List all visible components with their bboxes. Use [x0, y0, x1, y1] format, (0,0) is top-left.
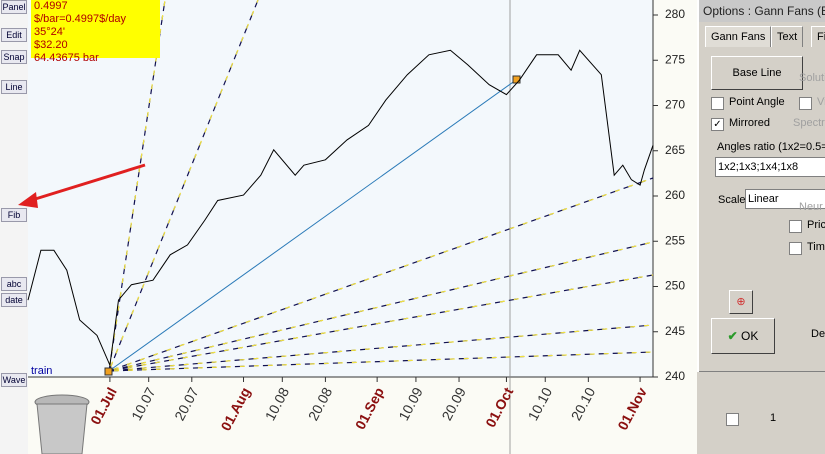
ok-button[interactable]: ✔ OK: [711, 318, 775, 354]
check-icon: ✔: [727, 329, 742, 343]
fan-handle[interactable]: [104, 367, 113, 376]
toolbar-button[interactable]: Edit: [1, 28, 27, 42]
toolbar-button[interactable]: Line: [1, 80, 27, 94]
y-tick-label: 255: [665, 233, 685, 247]
checkbox[interactable]: [789, 242, 802, 255]
base-line: [108, 79, 517, 372]
toolbar-button[interactable]: abc: [1, 277, 27, 291]
info-line: 0.4997 $/bar=0.4997$/day: [34, 0, 127, 25]
color-button[interactable]: ⊕: [729, 290, 753, 314]
checkbox[interactable]: ✓: [711, 118, 724, 131]
trash-body: [36, 403, 88, 454]
scale-select[interactable]: Linear: [745, 189, 825, 209]
trash-icon[interactable]: [34, 394, 90, 454]
checkbox-label: Spectr: [793, 117, 825, 129]
fan-line: [108, 0, 259, 372]
checkbox-label: Point Angle: [729, 96, 785, 108]
y-tick-label: 240: [665, 369, 685, 383]
tab[interactable]: Gann Fans: [705, 26, 772, 47]
checkbox[interactable]: [726, 413, 739, 426]
info-line: 35°24': [34, 26, 65, 38]
y-tick-label: 280: [665, 7, 685, 21]
series-label: train: [31, 365, 52, 377]
checkbox[interactable]: [789, 220, 802, 233]
price-line: [27, 49, 654, 368]
tab[interactable]: Fi: [811, 26, 825, 47]
fan-line: [108, 324, 654, 372]
y-tick-label: 250: [665, 279, 685, 293]
gann-fan: [108, 0, 654, 372]
fan-line: [108, 177, 654, 372]
neur-label: Neur: [799, 201, 823, 213]
options-dialog: Options : Gann Fans (Ba Gann Fans Text F…: [697, 0, 825, 372]
angles-input[interactable]: 1x2;1x3;1x4;1x8: [715, 157, 825, 177]
fan-line: [108, 274, 654, 372]
y-tick-label: 275: [665, 52, 685, 66]
checkbox-label: Price: [807, 219, 825, 231]
checkbox-label: Vi: [817, 96, 825, 108]
fan-handle[interactable]: [512, 75, 521, 84]
checkbox-label: Time: [807, 241, 825, 253]
info-line: $32.20: [34, 39, 68, 51]
ok-label: OK: [741, 329, 759, 343]
delete-button[interactable]: Del: [811, 328, 825, 340]
y-axis-area: [653, 0, 697, 454]
dialog-title: Options : Gann Fans (Ba: [699, 0, 825, 22]
fan-line: [108, 351, 654, 372]
toolbar-button[interactable]: date: [1, 293, 27, 307]
y-tick-label: 260: [665, 188, 685, 202]
angles-label: Angles ratio (1x2=0.5=5: [717, 141, 825, 153]
toolbar-button[interactable]: Fib: [1, 208, 27, 222]
fan-line: [108, 241, 654, 372]
y-tick-label: 265: [665, 143, 685, 157]
info-line: 64.43675 bar: [34, 52, 99, 64]
info-box: 0.4997 $/bar=0.4997$/day 35°24' $32.20 6…: [31, 0, 160, 64]
y-tick-label: 270: [665, 98, 685, 112]
toolbar-button[interactable]: Wave: [1, 373, 27, 387]
checkbox[interactable]: [799, 97, 812, 110]
arrow: [31, 163, 146, 202]
scale-label: Scale: [718, 194, 746, 206]
toolbar-button[interactable]: Snap: [1, 50, 27, 64]
base-line-button[interactable]: Base Line: [711, 56, 803, 90]
arrow-head: [18, 192, 38, 208]
checkbox-label: Mirrored: [729, 117, 770, 129]
y-tick-label: 245: [665, 324, 685, 338]
fan-line: [108, 241, 654, 372]
fan-line: [108, 0, 166, 372]
tab[interactable]: Text: [771, 26, 804, 47]
status-count: 1: [770, 412, 777, 424]
toolbar-button[interactable]: Panel: [1, 0, 27, 14]
checkbox[interactable]: [711, 97, 724, 110]
solution-button: Solution: [799, 72, 825, 84]
x-axis-area: [28, 377, 653, 454]
